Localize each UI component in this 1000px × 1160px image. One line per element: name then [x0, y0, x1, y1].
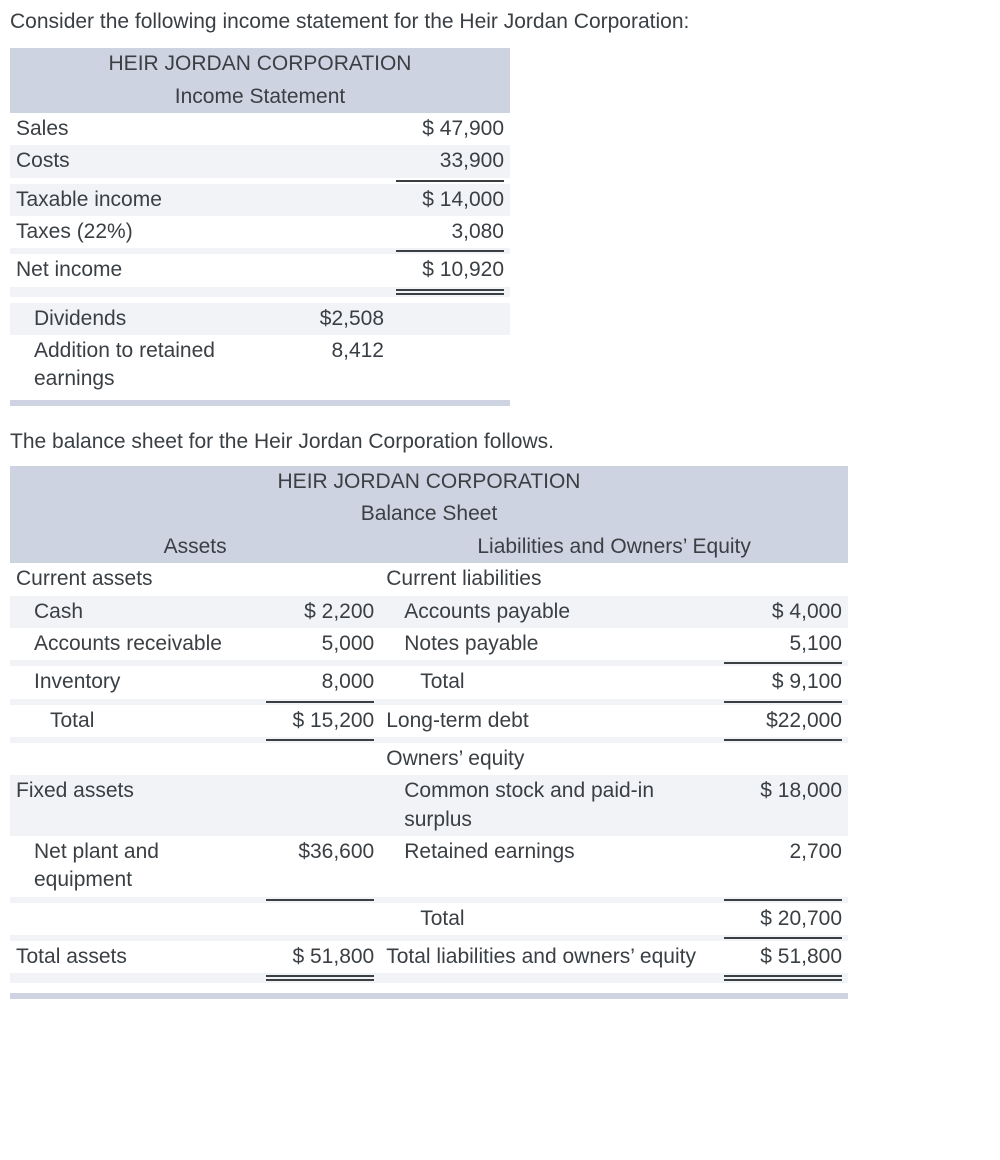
label-accounts-receivable: Accounts receivable	[10, 628, 260, 660]
label-total-liabilities-owners-equity: Total liabilities and owners’ equity	[380, 941, 718, 973]
amount-inventory: 8,000	[260, 666, 380, 698]
amount-net-income: $ 10,920	[390, 254, 510, 286]
label-notes-payable: Notes payable	[380, 628, 718, 660]
label-owners-equity: Owners’ equity	[380, 743, 718, 775]
label-cash: Cash	[10, 596, 260, 628]
income-statement-bottom-bar	[10, 400, 510, 406]
balance-sheet-title-1: HEIR JORDAN CORPORATION	[10, 466, 848, 498]
amount-common-stock-surplus: $ 18,000	[718, 775, 848, 836]
liabilities-equity-header: Liabilities and Owners’ Equity	[380, 531, 848, 563]
label-total-current-liabilities: Total	[380, 666, 718, 698]
mid-text: The balance sheet for the Heir Jordan Co…	[10, 428, 990, 456]
income-statement-title-2: Income Statement	[10, 81, 510, 113]
amount-long-term-debt: $22,000	[718, 705, 848, 737]
income-statement-title-1: HEIR JORDAN CORPORATION	[10, 48, 510, 80]
amount-sales: $ 47,900	[390, 113, 510, 145]
amount-addition-to-retained-earnings: 8,412	[280, 335, 390, 396]
label-accounts-payable: Accounts payable	[380, 596, 718, 628]
label-costs: Costs	[10, 145, 280, 177]
amount-notes-payable: 5,100	[718, 628, 848, 660]
amount-costs: 33,900	[390, 145, 510, 177]
label-dividends: Dividends	[10, 303, 280, 335]
balance-sheet-title-2: Balance Sheet	[10, 498, 848, 530]
label-addition-to-retained-earnings: Addition to retained earnings	[10, 335, 280, 396]
amount-taxable-income: $ 14,000	[390, 184, 510, 216]
label-net-income: Net income	[10, 254, 280, 286]
balance-sheet-table: HEIR JORDAN CORPORATION Balance Sheet As…	[10, 466, 848, 989]
label-taxes: Taxes (22%)	[10, 216, 280, 248]
label-total-assets: Total assets	[10, 941, 260, 973]
label-total-current-assets: Total	[10, 705, 260, 737]
label-total-owners-equity: Total	[380, 903, 718, 935]
label-taxable-income: Taxable income	[10, 184, 280, 216]
amount-total-owners-equity: $ 20,700	[718, 903, 848, 935]
amount-total-assets: $ 51,800	[260, 941, 380, 973]
label-current-assets: Current assets	[10, 563, 260, 595]
amount-net-plant-equipment: $36,600	[260, 836, 380, 897]
label-retained-earnings: Retained earnings	[380, 836, 718, 897]
amount-taxes: 3,080	[390, 216, 510, 248]
label-net-plant-equipment: Net plant and equipment	[10, 836, 260, 897]
amount-retained-earnings: 2,700	[718, 836, 848, 897]
label-long-term-debt: Long-term debt	[380, 705, 718, 737]
balance-sheet-bottom-bar	[10, 993, 848, 999]
amount-dividends: $2,508	[280, 303, 390, 335]
label-inventory: Inventory	[10, 666, 260, 698]
amount-total-liabilities-owners-equity: $ 51,800	[718, 941, 848, 973]
label-sales: Sales	[10, 113, 280, 145]
amount-total-current-assets: $ 15,200	[260, 705, 380, 737]
amount-total-current-liabilities: $ 9,100	[718, 666, 848, 698]
amount-accounts-payable: $ 4,000	[718, 596, 848, 628]
assets-header: Assets	[10, 531, 380, 563]
intro-text: Consider the following income statement …	[10, 8, 990, 36]
label-common-stock-surplus: Common stock and paid-in surplus	[380, 775, 718, 836]
amount-accounts-receivable: 5,000	[260, 628, 380, 660]
amount-cash: $ 2,200	[260, 596, 380, 628]
balance-sheet-wrapper: HEIR JORDAN CORPORATION Balance Sheet As…	[10, 466, 848, 999]
label-current-liabilities: Current liabilities	[380, 563, 718, 595]
income-statement-wrapper: HEIR JORDAN CORPORATION Income Statement…	[10, 48, 510, 405]
income-statement-table: HEIR JORDAN CORPORATION Income Statement…	[10, 48, 510, 395]
label-fixed-assets: Fixed assets	[10, 775, 260, 836]
